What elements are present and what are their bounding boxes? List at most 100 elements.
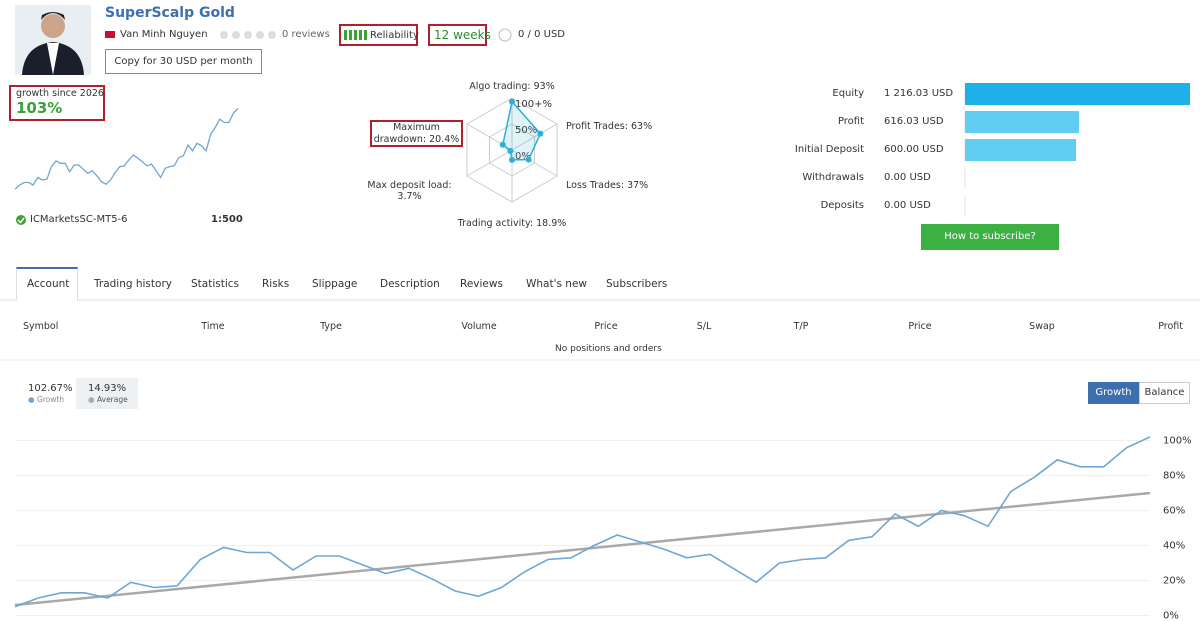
account-value: 0.00 USD (884, 172, 931, 183)
legend-value: 14.93% (88, 383, 127, 394)
table-header: Price (594, 321, 618, 332)
radar-point (509, 98, 515, 105)
legend-name: ● Growth (28, 395, 65, 404)
account-value: 600.00 USD (884, 144, 944, 155)
label-part: 37% (627, 180, 649, 191)
radar-label: Trading activity: 18.9% (442, 218, 582, 229)
radar-spoke (511, 123, 558, 151)
weeks: 12 weeks (428, 24, 491, 46)
tab[interactable]: Reviews (460, 278, 503, 290)
balance-button[interactable]: Balance (1139, 382, 1190, 404)
verified-check (17, 217, 25, 224)
label-part: Trading activity: (457, 218, 534, 229)
label-part: Loss Trades: (566, 180, 625, 191)
radar-point (507, 147, 514, 154)
table-header: Time (201, 321, 225, 332)
copy-button[interactable]: Copy for 30 USD per month (105, 49, 262, 74)
table-header: T/P (793, 321, 809, 332)
growth-line (14, 436, 1151, 608)
reviews[interactable]: 0 reviews (282, 29, 330, 40)
subscribers: 0 / 0 USD (518, 29, 565, 40)
y-tick-label: 100% (1163, 436, 1192, 447)
server[interactable]: ICMarketsSC-MT5-6 (30, 214, 128, 225)
growth-button[interactable]: Growth (1088, 382, 1139, 404)
title[interactable]: SuperScalp Gold (105, 5, 235, 21)
y-tick-label: 40% (1163, 541, 1185, 552)
tab[interactable]: Slippage (312, 278, 358, 290)
label-part: 18.9% (536, 218, 567, 229)
account-label: Initial Deposit (794, 144, 864, 155)
legend-growth[interactable]: 102.67% ● Growth (20, 378, 73, 409)
radar-label: Profit Trades: 63% (566, 121, 652, 132)
legend-label: Average (96, 395, 128, 404)
stars (220, 31, 276, 39)
label-part: 3.7% (397, 191, 422, 202)
radar-spoke (466, 149, 513, 177)
radar-spoke (511, 149, 558, 177)
table-header: Price (908, 321, 932, 332)
y-tick-label: 80% (1163, 471, 1185, 482)
table-header: Swap (1029, 321, 1055, 332)
legend-label: Growth (36, 395, 65, 404)
table-header: S/L (696, 321, 712, 332)
label-part: 93% (533, 81, 555, 92)
table-header: Profit (1158, 321, 1183, 332)
empty-message: No positions and orders (555, 344, 662, 354)
flag (105, 31, 115, 38)
avatar-hair (41, 12, 65, 20)
account-label: Profit (837, 116, 864, 127)
table-header: Symbol (23, 321, 59, 332)
legend-value: 102.67% (28, 383, 73, 394)
label-part: Algo trading: (469, 81, 531, 92)
reliability-label: Reliability (370, 30, 419, 41)
account-label: Deposits (820, 200, 864, 211)
label-part: Maximum drawdown: (373, 122, 440, 145)
subscribers-icon (498, 28, 512, 42)
radar-label: Max deposit load: 3.7% (362, 180, 457, 202)
sparkline (14, 107, 239, 190)
reliability-bars (344, 30, 367, 40)
label-part: Profit Trades: (566, 121, 628, 132)
tab[interactable]: Risks (262, 278, 290, 290)
radar-point (525, 156, 532, 163)
radar-label: Loss Trades: 37% (566, 180, 648, 191)
author[interactable]: Van Minh Nguyen (120, 29, 208, 40)
y-tick-label: 60% (1163, 506, 1185, 517)
tab[interactable]: What's new (526, 278, 587, 290)
radar-point (499, 141, 506, 148)
legend-average[interactable]: 14.93% ● Average (76, 378, 138, 409)
tab[interactable]: Account (27, 278, 70, 290)
radar-point (537, 130, 544, 137)
growth-label: growth since 2026 (16, 88, 104, 99)
legend-name: ● Average (88, 395, 128, 404)
tab[interactable]: Subscribers (606, 278, 668, 290)
verified-icon (16, 215, 26, 225)
label-part: 63% (631, 121, 653, 132)
subscribe-button[interactable]: How to subscribe? (921, 224, 1059, 250)
bar (965, 111, 1079, 133)
tab[interactable]: Statistics (191, 278, 239, 290)
reliability: Reliability (339, 24, 419, 46)
bar (965, 139, 1077, 161)
leverage: 1:500 (211, 214, 243, 225)
average-line (14, 491, 1151, 607)
active-tab-frame (16, 267, 78, 301)
radar-tick-label: 100+% (515, 99, 552, 110)
table-header: Volume (461, 321, 497, 332)
avatar-shirt (47, 43, 59, 75)
growth-box: growth since 2026 103% (9, 85, 105, 121)
tab[interactable]: Trading history (94, 278, 172, 290)
growth-value: 103% (16, 99, 63, 117)
y-tick-label: 20% (1163, 576, 1185, 587)
account-value: 0.00 USD (884, 200, 931, 211)
tab[interactable]: Description (380, 278, 440, 290)
bar (965, 83, 1190, 105)
avatar-face (41, 14, 65, 38)
account-label: Equity (832, 88, 864, 99)
table-header: Type (320, 321, 342, 332)
label-part: 20.4% (429, 134, 460, 145)
label-part: Max deposit load: (367, 180, 452, 191)
y-tick-label: 0% (1163, 611, 1179, 621)
account-value: 616.03 USD (884, 116, 944, 127)
